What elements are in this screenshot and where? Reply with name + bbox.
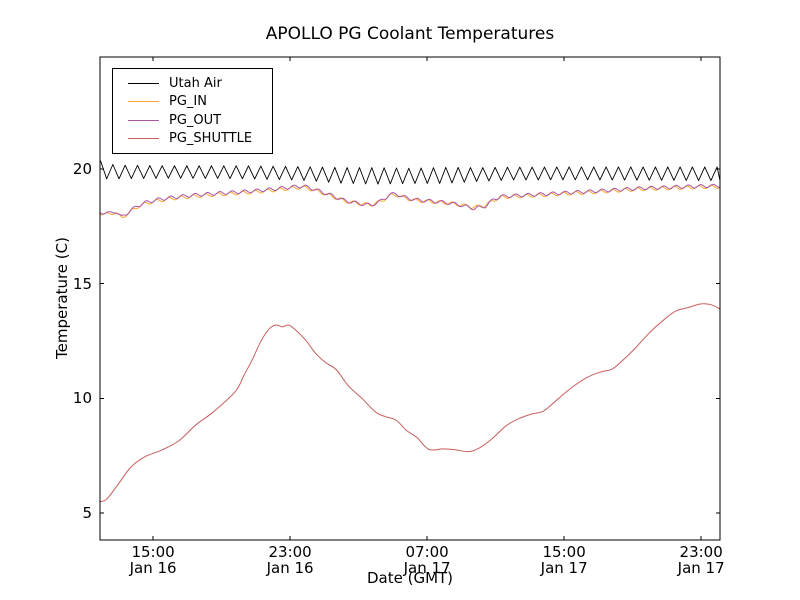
legend-line-pg-out bbox=[128, 119, 159, 121]
legend-entry-pg-shuttle: PG_SHUTTLE bbox=[113, 130, 272, 149]
x-tick-date: Jan 17 bbox=[403, 559, 451, 577]
y-tick-label: 10 bbox=[72, 389, 92, 408]
legend-entry-pg-in: PG_IN bbox=[113, 93, 272, 112]
x-tick-date: Jan 17 bbox=[677, 559, 725, 577]
y-axis-label: Temperature (C) bbox=[53, 237, 71, 359]
x-tick-time: 23:00 bbox=[679, 543, 723, 561]
legend-label-pg-in: PG_IN bbox=[169, 94, 207, 110]
x-tick-date: Jan 16 bbox=[129, 559, 177, 577]
legend-line-pg-in bbox=[128, 101, 159, 103]
legend-label-pg-shuttle: PG_SHUTTLE bbox=[169, 131, 253, 147]
x-tick-time: 07:00 bbox=[405, 543, 449, 561]
legend-label-pg-out: PG_OUT bbox=[169, 112, 222, 128]
x-axis-label: Date (GMT) bbox=[366, 569, 454, 587]
series-line-pg-shuttle bbox=[100, 303, 720, 503]
y-tick-label: 20 bbox=[72, 159, 92, 178]
x-tick-label: 15:00 Jan 16 bbox=[108, 544, 198, 576]
legend-line-utah-air bbox=[128, 82, 159, 84]
chart-title: APOLLO PG Coolant Temperatures bbox=[265, 24, 555, 44]
legend-entry-pg-out: PG_OUT bbox=[113, 111, 272, 130]
legend-label-utah-air: Utah Air bbox=[169, 75, 222, 91]
legend-box: Utah Air PG_IN PG_OUT PG_SHUTTLE bbox=[112, 68, 273, 154]
x-tick-label: 15:00 Jan 17 bbox=[519, 544, 609, 576]
x-tick-time: 23:00 bbox=[268, 543, 312, 561]
x-tick-label: 07:00 Jan 17 bbox=[382, 544, 472, 576]
x-tick-date: Jan 16 bbox=[266, 559, 314, 577]
plot-border bbox=[99, 56, 721, 541]
x-tick-label: 23:00 Jan 16 bbox=[245, 544, 335, 576]
legend-line-pg-shuttle bbox=[128, 138, 159, 140]
x-tick-time: 15:00 bbox=[131, 543, 175, 561]
x-tick-time: 15:00 bbox=[542, 543, 586, 561]
series-line-pg-in bbox=[100, 184, 720, 218]
y-tick-label: 15 bbox=[72, 274, 92, 293]
series-line-utah-air bbox=[100, 160, 720, 185]
series-line-pg-out bbox=[100, 183, 720, 216]
x-tick-date: Jan 17 bbox=[540, 559, 588, 577]
legend-entry-utah-air: Utah Air bbox=[113, 74, 272, 93]
x-tick-label: 23:00 Jan 17 bbox=[656, 544, 746, 576]
y-tick-label: 5 bbox=[82, 504, 92, 523]
